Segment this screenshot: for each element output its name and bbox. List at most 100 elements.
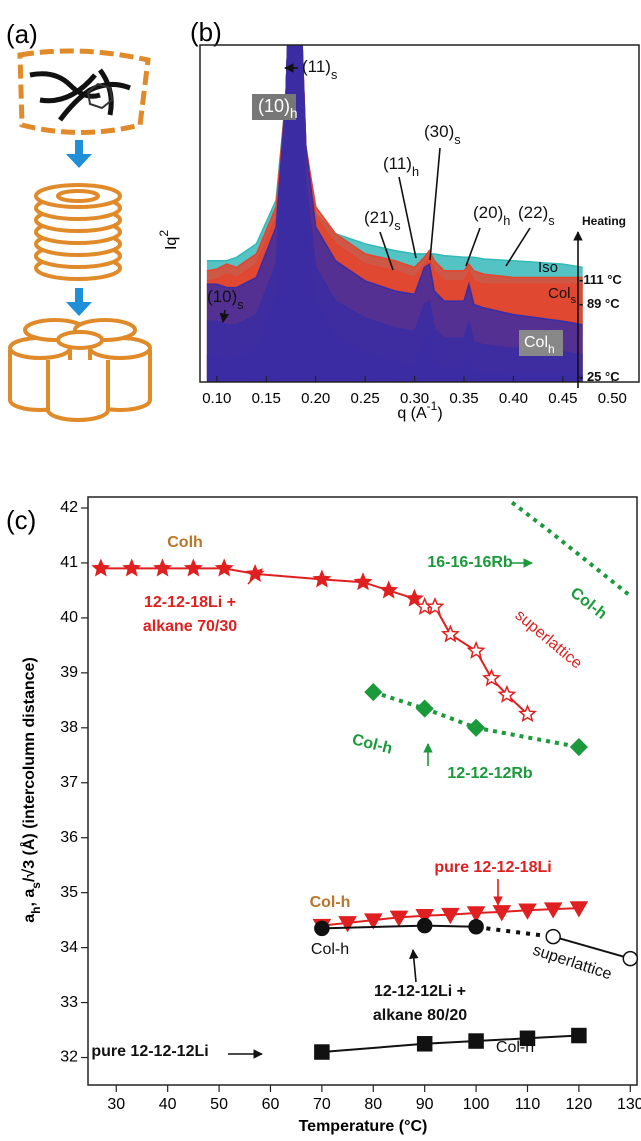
y-tick-label: 34: [60, 939, 78, 956]
label-box: [519, 330, 563, 356]
marker: [314, 1044, 330, 1060]
x-axis-label-part: Temperature (°C): [299, 1118, 428, 1135]
annotation-part: Col-h: [311, 941, 349, 958]
x-tick-label: 100: [463, 1096, 490, 1113]
marker: [622, 950, 638, 967]
annotation-part: 12-12-18Li +: [144, 594, 236, 611]
annotation: Colh: [167, 534, 203, 551]
annotation: (11)s: [302, 57, 337, 81]
marker: [571, 1027, 587, 1044]
marker: [312, 569, 332, 588]
marker: [416, 917, 433, 934]
annotation-part: 16-16-16Rb: [427, 554, 513, 571]
schematic: (a): [6, 19, 152, 422]
curve: [206, 45, 583, 326]
annotation-part: (21): [364, 208, 394, 227]
marker: [404, 588, 424, 607]
arrow: [247, 568, 263, 585]
annotation-sub: s: [454, 132, 460, 147]
annotation-part: 12-12-12Li +: [374, 983, 466, 1000]
marker: [518, 704, 537, 723]
annotation-part: (30): [424, 122, 454, 141]
marker: [467, 718, 486, 737]
annotation-part: (11): [383, 154, 412, 173]
annotation-part: Iso: [538, 259, 558, 276]
curve-area: [206, 45, 583, 382]
x-tick-label: 80: [364, 1096, 382, 1113]
annotation: 16-16-16Rb: [427, 554, 513, 571]
annotation-part: pure 12-12-12Li: [91, 1043, 208, 1060]
leader: [219, 309, 230, 323]
annotation: -111 °C: [579, 272, 622, 287]
x-tick-label: 0.15: [252, 390, 281, 407]
arrow: [66, 288, 92, 316]
curve: [206, 45, 583, 279]
x-tick-label: 50: [210, 1096, 228, 1113]
annotation-sub: h: [503, 213, 510, 228]
annotation: - 25 °C: [579, 369, 620, 384]
series-line: [100, 567, 415, 600]
marker: [569, 737, 588, 757]
annotation-part: Colh: [167, 534, 203, 551]
marker: [543, 902, 563, 919]
annotation-part: Col-h: [310, 894, 351, 911]
annotation-part: Col-h: [496, 1039, 534, 1056]
annotation: Heating: [582, 214, 626, 228]
curve: [206, 45, 583, 356]
y-tick-label: 37: [60, 774, 78, 791]
x-tick-label: 0.45: [548, 390, 577, 407]
annotation: (22)s: [518, 203, 555, 227]
y-tick-label: 40: [60, 609, 78, 626]
marker: [466, 640, 486, 659]
annotation: pure 12-12-12Li: [91, 1043, 208, 1060]
annotation-part: 12-12-12Rb: [447, 765, 533, 782]
x-tick-label: 130: [617, 1096, 641, 1113]
annotation: (21)s: [364, 208, 401, 232]
y-axis-label: ah, as/√3 (Å) (intercolumn distance): [19, 657, 43, 923]
x-axis-label-part: q (A: [397, 405, 427, 422]
x-tick-label: 0.30: [400, 390, 429, 407]
annotation-part: Col: [548, 285, 571, 302]
x-tick-label: 0.50: [598, 390, 627, 407]
x-tick-label: 0.20: [301, 390, 330, 407]
marker: [353, 572, 373, 591]
x-tick-label: 40: [159, 1096, 177, 1113]
y-axis-label-sub: h: [29, 907, 43, 914]
annotation: Colh: [524, 334, 555, 356]
annotation: pure 12-12-18Li: [434, 859, 551, 876]
y-tick-label: 32: [60, 1049, 78, 1066]
plot-frame: [199, 44, 640, 383]
ring: [17, 48, 151, 135]
marker: [314, 920, 330, 937]
x-tick-label: 110: [515, 1096, 541, 1113]
annotation: (20)h: [473, 203, 510, 227]
marker: [545, 928, 561, 945]
x-tick-label: 120: [566, 1096, 593, 1113]
x-tick-label: 0.25: [351, 390, 380, 407]
y-tick-label: 33: [60, 994, 78, 1011]
annotation-part: alkane 80/20: [373, 1007, 467, 1024]
leader: [379, 231, 394, 271]
annotation: 12-12-12Li +: [374, 983, 466, 1000]
annotation-part: (11): [302, 57, 331, 76]
y-axis-label-part: , a: [21, 889, 38, 907]
marker: [440, 624, 460, 643]
annotation-part: Heating: [582, 214, 626, 228]
annotation-sub: h: [290, 106, 298, 121]
annotation-part: -111 °C: [579, 272, 622, 287]
annotation-part: (10): [207, 287, 237, 306]
columns: [8, 318, 152, 422]
x-tick-label: 30: [107, 1096, 125, 1113]
marker: [468, 1033, 484, 1049]
annotation-sub: s: [331, 67, 337, 82]
y-axis-label-sup: 2: [157, 230, 171, 237]
y-axis-label-part: /√3 (Å) (intercolumn distance): [19, 657, 38, 882]
x-tick-label: 0.40: [499, 390, 528, 407]
curve: [206, 45, 583, 269]
annotation: - 89 °C: [579, 296, 620, 311]
curve: [206, 45, 583, 286]
marker: [122, 558, 142, 577]
x-axis-label: q (A-1): [397, 399, 442, 422]
